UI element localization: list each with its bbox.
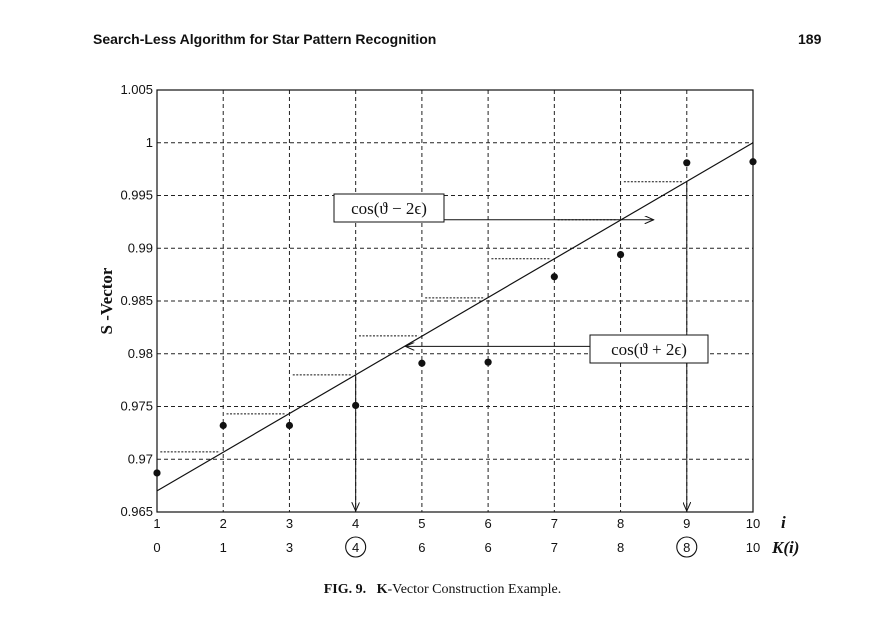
- data-points: [153, 158, 757, 477]
- annotation-box: [333, 193, 445, 223]
- k-tick-label: 10: [746, 540, 760, 555]
- k-tick-label: 6: [484, 540, 491, 555]
- k-tick-label: 3: [286, 540, 293, 555]
- k-tick-label: 7: [551, 540, 558, 555]
- k-tick-label: 0: [153, 540, 160, 555]
- x-axis-label-k: K(i): [771, 538, 799, 557]
- y-tick-labels: 1.005 1 0.995 0.99 0.985 0.98 0.975 0.97 0.965: [120, 82, 153, 519]
- k-tick-label: 6: [418, 540, 425, 555]
- x-tick-label: 2: [220, 516, 227, 531]
- running-header-title: Search-Less Algorithm for Star Pattern R…: [93, 31, 437, 47]
- x-tick-label: 3: [286, 516, 293, 531]
- x-tick-label: 6: [484, 516, 491, 531]
- y-tick-label: 1.005: [120, 82, 153, 97]
- x-tick-label: 10: [746, 516, 760, 531]
- k-tick-circle: [345, 536, 367, 558]
- y-axis-label: S -Vector: [97, 267, 116, 334]
- x-tick-label: 9: [683, 516, 690, 531]
- annotation-box: [589, 334, 709, 364]
- y-tick-label: 0.965: [120, 504, 153, 519]
- y-tick-label: 0.97: [128, 451, 153, 466]
- page-number: 189: [798, 31, 822, 47]
- x-tick-label: 7: [551, 516, 558, 531]
- data-point: [616, 250, 625, 259]
- y-tick-label: 0.995: [120, 188, 153, 203]
- y-tick-label: 0.99: [128, 240, 153, 255]
- k-tick-label: 8: [683, 540, 690, 555]
- data-point: [285, 421, 294, 430]
- y-tick-label: 1: [146, 135, 153, 150]
- k-tick-labels: 0 1 3 4 6 6 7 8 8 10: [153, 536, 760, 558]
- annotation-boxes: cos(ϑ − 2ϵ) cos(ϑ + 2ϵ): [333, 193, 709, 364]
- caption-text: -Vector Construction Example.: [387, 582, 562, 597]
- data-point: [683, 159, 691, 167]
- x-tick-label: 5: [418, 516, 425, 531]
- caption-figure-label: FIG. 9.: [323, 582, 367, 597]
- x-tick-labels: 1 2 3 4 5 6 7 8 9 10: [153, 516, 760, 531]
- x-tick-label: 4: [352, 516, 359, 531]
- x-tick-label: 8: [617, 516, 624, 531]
- k-tick-label: 1: [220, 540, 227, 555]
- figure-caption: FIG. 9. K-Vector Construction Example.: [0, 582, 885, 598]
- x-tick-label: 1: [153, 516, 160, 531]
- annotation-text: cos(ϑ − 2ϵ): [351, 199, 427, 218]
- k-tick-circle: [676, 536, 698, 558]
- caption-k-letter: K: [376, 582, 388, 597]
- k-tick-label: 8: [617, 540, 624, 555]
- annotation-text: cos(ϑ + 2ϵ): [611, 340, 687, 359]
- data-point: [418, 359, 426, 367]
- data-point: [219, 421, 227, 430]
- y-tick-label: 0.985: [120, 293, 153, 308]
- k-tick-label: 4: [352, 540, 359, 555]
- plot-frame: [156, 89, 754, 513]
- y-tick-label: 0.98: [128, 346, 153, 361]
- data-point: [352, 401, 360, 410]
- x-axis-label-i: i: [781, 513, 786, 532]
- data-point: [484, 358, 492, 366]
- fit-line: [156, 142, 754, 492]
- grid-lines: [157, 90, 753, 512]
- data-point: [550, 273, 558, 281]
- y-tick-label: 0.975: [120, 399, 153, 414]
